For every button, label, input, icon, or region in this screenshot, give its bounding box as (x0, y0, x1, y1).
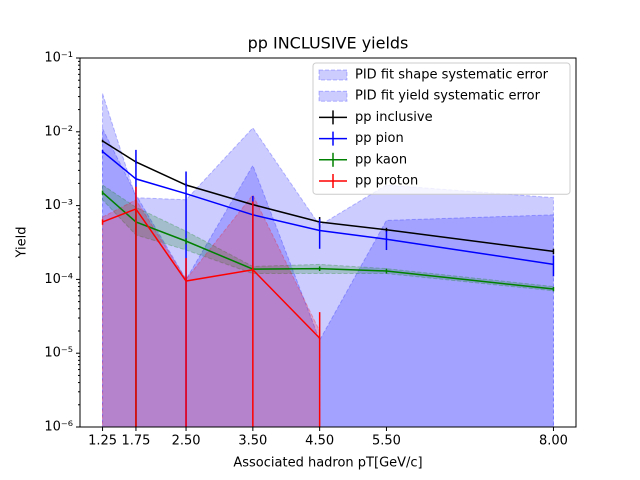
axes: 1.25 1.75 2.50 3.50 4.50 5.50 8.00 10⁻⁶ 10⁻⁵ 10⁻⁴… (44, 51, 577, 449)
x-tick-label: 4.50 (305, 434, 334, 449)
x-tick-label: 8.00 (539, 434, 568, 449)
y-tick-label: 10⁻⁶ (44, 420, 73, 435)
legend-label: pp pion (355, 131, 404, 146)
legend-label: pp proton (355, 174, 418, 189)
x-tick-label: 1.25 (88, 434, 117, 449)
legend-label: PID fit shape systematic error (355, 68, 549, 83)
y-tick-label: 10⁻³ (44, 198, 73, 213)
x-tick-label: 3.50 (238, 434, 267, 449)
legend-label: PID fit yield systematic error (355, 89, 541, 104)
y-tick-label: 10⁻² (44, 124, 73, 139)
chart-title: pp INCLUSIVE yields (248, 34, 409, 53)
plot-area (101, 93, 555, 427)
legend-swatch (318, 69, 348, 81)
legend-label: pp inclusive (355, 110, 433, 125)
y-tick-label: 10⁻⁵ (44, 346, 73, 361)
x-tick-label: 5.50 (372, 434, 401, 449)
y-axis-label: Yield (15, 227, 30, 259)
legend-label: pp kaon (355, 152, 407, 167)
legend-swatch (318, 90, 348, 102)
x-tick-label: 1.75 (121, 434, 150, 449)
error-band (102, 128, 554, 427)
x-tick-label: 2.50 (172, 434, 201, 449)
error-band (102, 93, 554, 427)
error-band (102, 193, 321, 427)
y-tick-label: 10⁻⁴ (44, 272, 73, 287)
axes-frame (79, 57, 577, 428)
legend-box (312, 62, 571, 195)
legend: PID fit shape systematic error PID fit yi… (312, 62, 571, 195)
y-tick-label: 10⁻¹ (44, 51, 73, 66)
x-axis-label: Associated hadron pT[GeV/c] (233, 456, 422, 471)
